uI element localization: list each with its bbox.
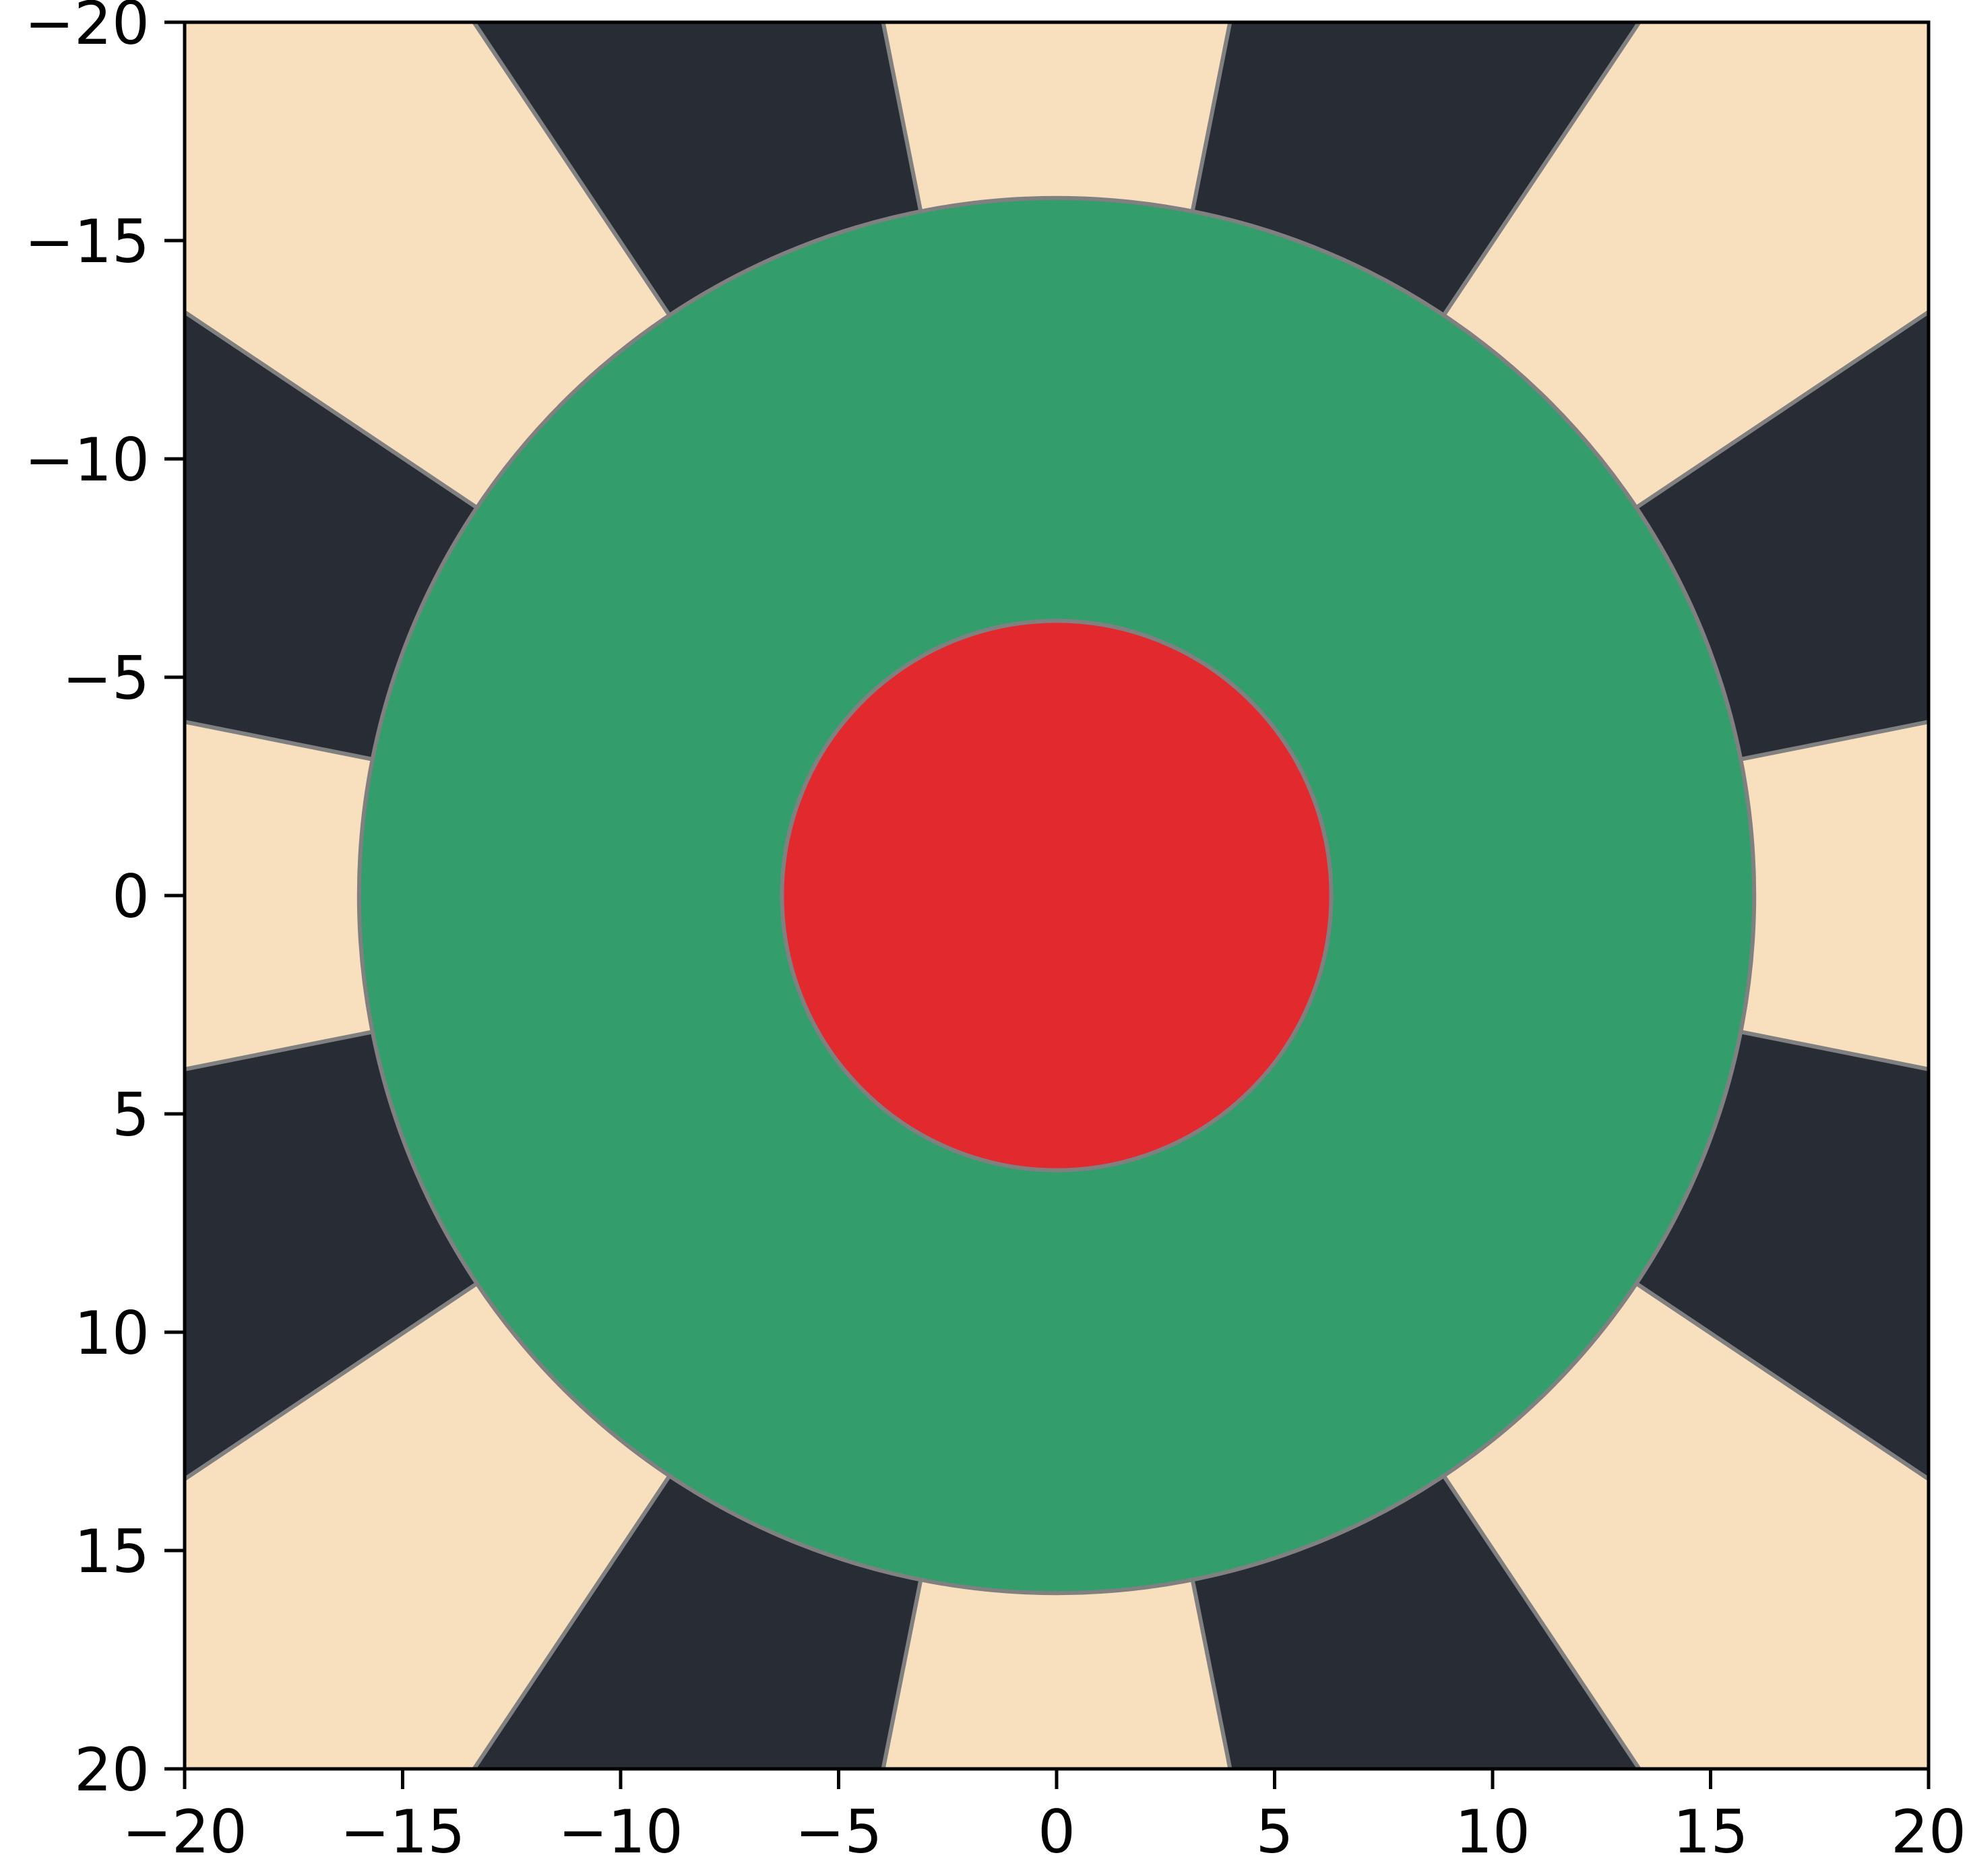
inner-circle — [780, 619, 1334, 1172]
y-tick-label: 0 — [112, 862, 150, 931]
x-tick-label: −10 — [558, 1797, 683, 1867]
x-tick-label: −15 — [340, 1797, 466, 1867]
y-tick-label: 5 — [112, 1080, 150, 1150]
x-tick-label: 0 — [1038, 1797, 1075, 1867]
x-axis: −20 −15 −10 −5 0 5 10 15 20 — [122, 1769, 1966, 1867]
y-tick-label: −5 — [62, 644, 150, 713]
y-tick-label: −15 — [24, 207, 150, 276]
x-tick-label: 10 — [1455, 1797, 1530, 1867]
y-tick-label: 15 — [74, 1517, 150, 1586]
x-tick-label: 15 — [1673, 1797, 1749, 1867]
y-tick-label: 10 — [74, 1299, 150, 1368]
x-tick-label: −5 — [795, 1797, 883, 1867]
y-tick-label: 20 — [74, 1735, 150, 1805]
x-tick-label: −20 — [122, 1797, 247, 1867]
y-tick-label: −10 — [24, 425, 150, 495]
x-tick-label: 20 — [1891, 1797, 1966, 1867]
circles — [356, 195, 1757, 1596]
x-tick-label: 5 — [1256, 1797, 1294, 1867]
y-tick-label: −20 — [24, 0, 150, 58]
y-axis: −20 −15 −10 −5 0 5 10 15 20 — [24, 0, 185, 1805]
